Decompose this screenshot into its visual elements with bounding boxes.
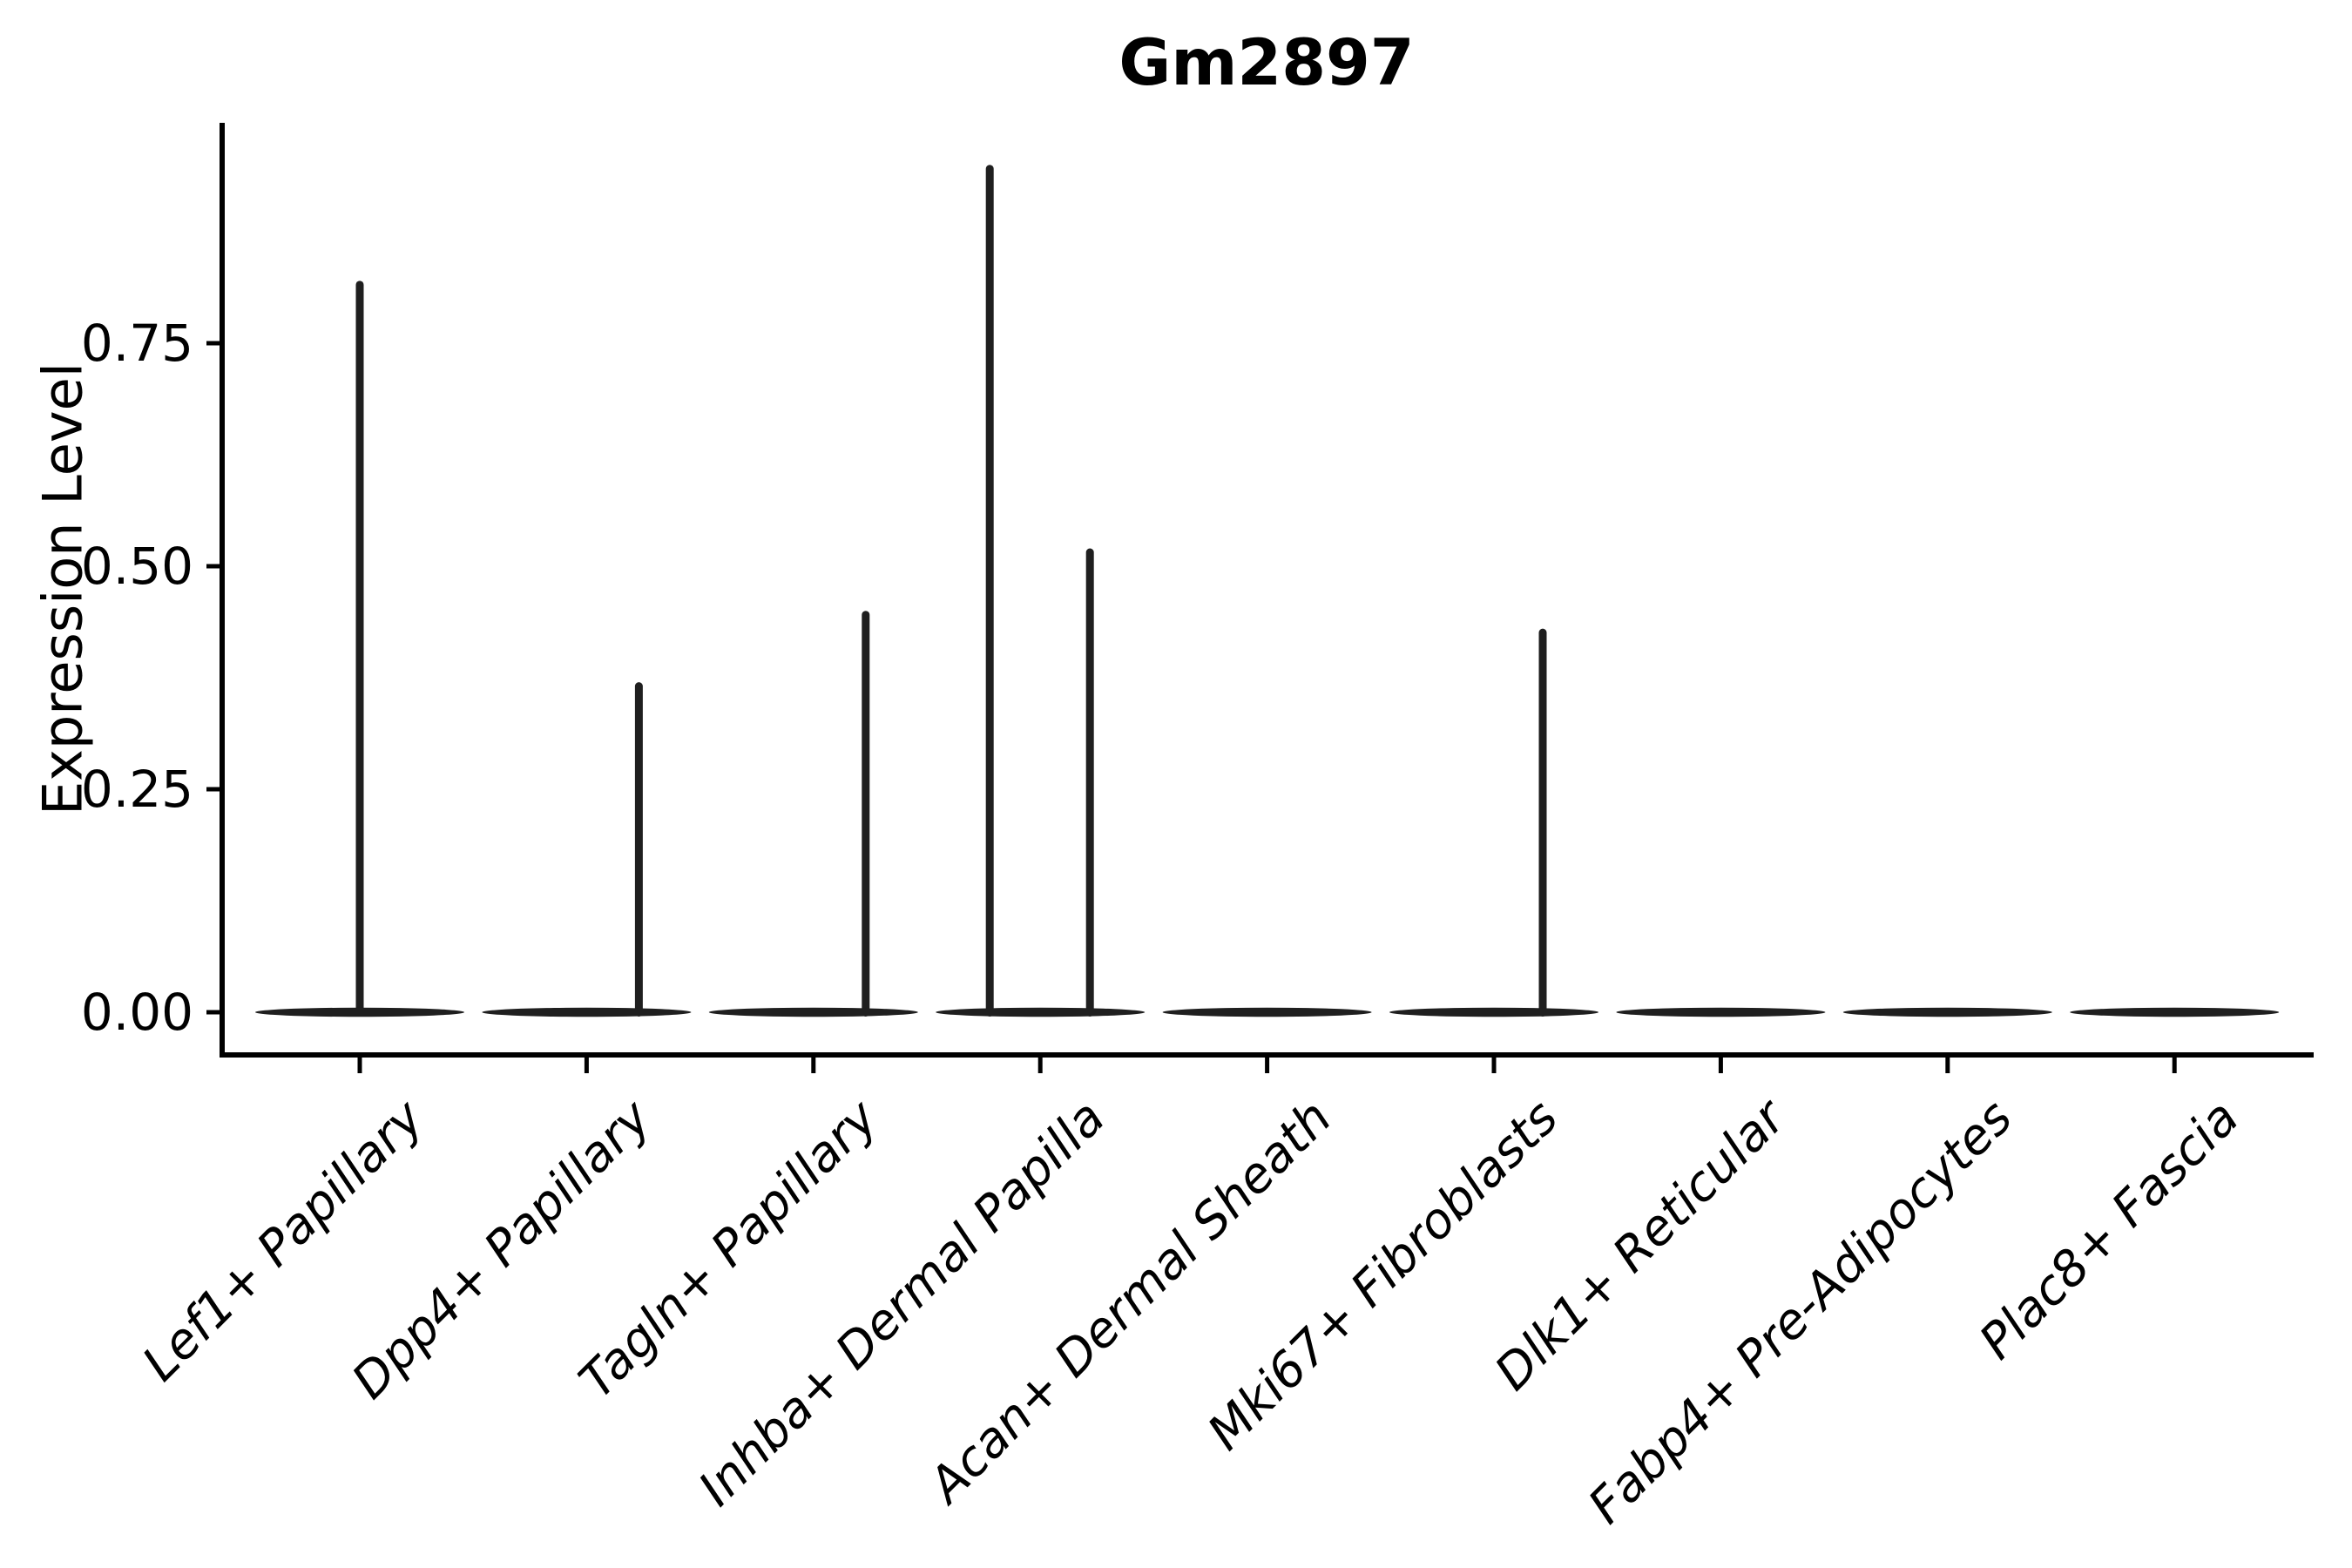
violin-spike [1085, 548, 1094, 1017]
violin-baseline [255, 1007, 464, 1017]
violin-spike [355, 280, 364, 1017]
violin-baseline [1842, 1007, 2052, 1017]
violin-baseline [1162, 1007, 1372, 1017]
chart-title: Gm2897 [1119, 26, 1415, 100]
violin-spike [634, 682, 643, 1017]
violin-baseline [1616, 1007, 1826, 1017]
violin-baseline [1389, 1007, 1598, 1017]
violin-baseline [482, 1007, 692, 1017]
y-tick-label: 0.50 [80, 537, 193, 596]
violin-spike [985, 165, 994, 1017]
y-tick-label: 0.25 [80, 760, 193, 819]
violin-baseline [708, 1007, 918, 1017]
violin-spike [1538, 628, 1547, 1017]
violin-baseline [2070, 1007, 2280, 1017]
violin-baseline [936, 1007, 1146, 1017]
violin-spike [862, 611, 870, 1017]
y-tick-label: 0.75 [80, 314, 193, 373]
y-tick-label: 0.00 [80, 983, 193, 1042]
